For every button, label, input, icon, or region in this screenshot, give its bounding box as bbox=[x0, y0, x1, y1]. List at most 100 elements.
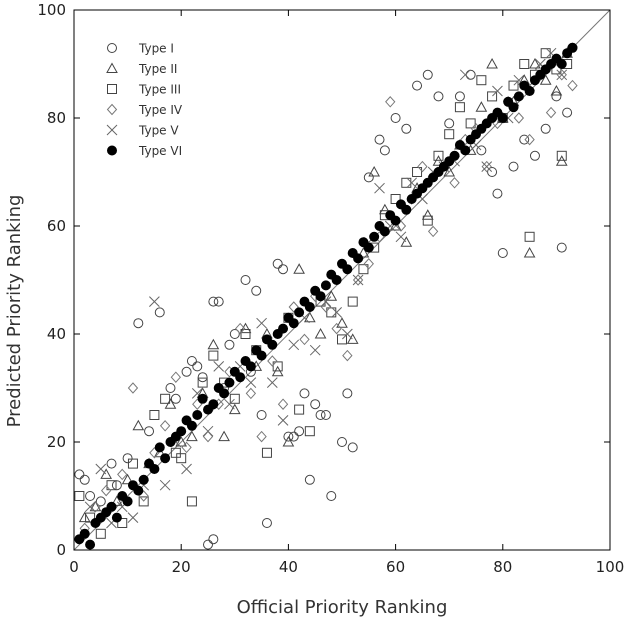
data-point bbox=[294, 404, 305, 415]
data-point bbox=[154, 307, 165, 318]
data-point bbox=[422, 69, 433, 80]
data-point bbox=[117, 518, 128, 528]
data-point bbox=[186, 420, 197, 431]
data-point bbox=[390, 194, 401, 204]
data-point bbox=[133, 318, 144, 329]
data-point bbox=[422, 215, 433, 226]
y-tick-label: 40 bbox=[47, 325, 66, 343]
data-point bbox=[149, 464, 160, 474]
data-point bbox=[513, 91, 524, 102]
data-point bbox=[508, 80, 519, 91]
data-point bbox=[331, 275, 342, 285]
data-point bbox=[379, 226, 390, 237]
data-point bbox=[519, 134, 530, 145]
data-point bbox=[567, 79, 578, 92]
data-point bbox=[556, 150, 567, 161]
data-point bbox=[454, 91, 465, 102]
data-point bbox=[170, 393, 181, 404]
data-point bbox=[85, 539, 96, 550]
data-point bbox=[176, 426, 187, 437]
data-point bbox=[95, 496, 106, 507]
data-point bbox=[203, 539, 213, 550]
data-points bbox=[74, 42, 578, 550]
data-point bbox=[443, 165, 456, 177]
data-point bbox=[401, 177, 412, 188]
data-point bbox=[385, 96, 396, 108]
data-point bbox=[523, 246, 536, 258]
data-point bbox=[294, 426, 305, 437]
data-point bbox=[245, 387, 257, 400]
data-point bbox=[181, 463, 192, 475]
data-point bbox=[267, 355, 278, 367]
data-point bbox=[476, 75, 487, 86]
data-point bbox=[251, 285, 262, 296]
data-point bbox=[261, 518, 272, 528]
data-point bbox=[100, 468, 113, 479]
legend-label: Type VI bbox=[138, 144, 182, 158]
data-point bbox=[352, 274, 364, 286]
data-point bbox=[176, 453, 187, 464]
legend-label: Type IV bbox=[138, 103, 183, 117]
data-point bbox=[149, 410, 160, 420]
x-axis-label: Official Priority Ranking bbox=[237, 597, 448, 618]
data-point bbox=[127, 458, 138, 469]
data-point bbox=[476, 145, 487, 156]
legend-label: Type III bbox=[138, 83, 181, 97]
data-point bbox=[562, 107, 573, 118]
y-tick-label: 80 bbox=[47, 109, 66, 127]
data-point bbox=[160, 393, 171, 404]
data-point bbox=[390, 113, 401, 123]
data-point bbox=[256, 430, 267, 443]
data-point bbox=[358, 264, 369, 275]
data-point bbox=[154, 442, 165, 453]
data-point bbox=[133, 485, 144, 496]
data-point bbox=[550, 84, 563, 96]
data-point bbox=[412, 167, 423, 177]
data-point bbox=[256, 410, 267, 420]
data-point bbox=[95, 528, 106, 539]
data-point bbox=[475, 101, 488, 112]
data-point bbox=[309, 344, 321, 356]
y-tick-label: 100 bbox=[37, 1, 66, 19]
data-point bbox=[85, 512, 96, 523]
data-point bbox=[508, 102, 519, 113]
data-point bbox=[556, 69, 568, 81]
data-point bbox=[288, 431, 299, 442]
data-point bbox=[551, 91, 562, 102]
data-point bbox=[337, 334, 347, 345]
data-point bbox=[127, 382, 139, 394]
data-point bbox=[85, 491, 96, 501]
data-point bbox=[229, 393, 240, 404]
x-tick-label: 20 bbox=[172, 558, 191, 576]
data-point bbox=[170, 371, 182, 383]
data-point bbox=[117, 468, 128, 481]
legend: Type I Type II Type III Type IV Type V Type V… bbox=[106, 42, 183, 158]
data-point bbox=[304, 474, 315, 485]
data-point bbox=[326, 307, 337, 318]
data-point bbox=[513, 112, 525, 124]
data-point bbox=[186, 496, 197, 507]
y-tick-label: 0 bbox=[56, 541, 66, 559]
data-point bbox=[395, 231, 407, 243]
data-point bbox=[551, 64, 562, 75]
data-point bbox=[181, 441, 192, 454]
data-point bbox=[481, 161, 493, 172]
data-point bbox=[267, 339, 278, 350]
data-point bbox=[497, 248, 508, 258]
data-point bbox=[556, 242, 567, 253]
data-point bbox=[293, 263, 305, 274]
data-point bbox=[192, 361, 203, 372]
data-point bbox=[144, 426, 155, 437]
data-point bbox=[245, 377, 257, 388]
data-point bbox=[197, 372, 208, 383]
data-point bbox=[79, 474, 90, 485]
data-point bbox=[288, 318, 299, 329]
data-point bbox=[288, 339, 300, 351]
data-point bbox=[326, 491, 337, 501]
data-point bbox=[95, 463, 107, 475]
data-point bbox=[153, 446, 166, 458]
data-point bbox=[170, 447, 181, 458]
data-point bbox=[389, 219, 402, 231]
data-point bbox=[208, 296, 219, 307]
data-point bbox=[556, 59, 567, 69]
